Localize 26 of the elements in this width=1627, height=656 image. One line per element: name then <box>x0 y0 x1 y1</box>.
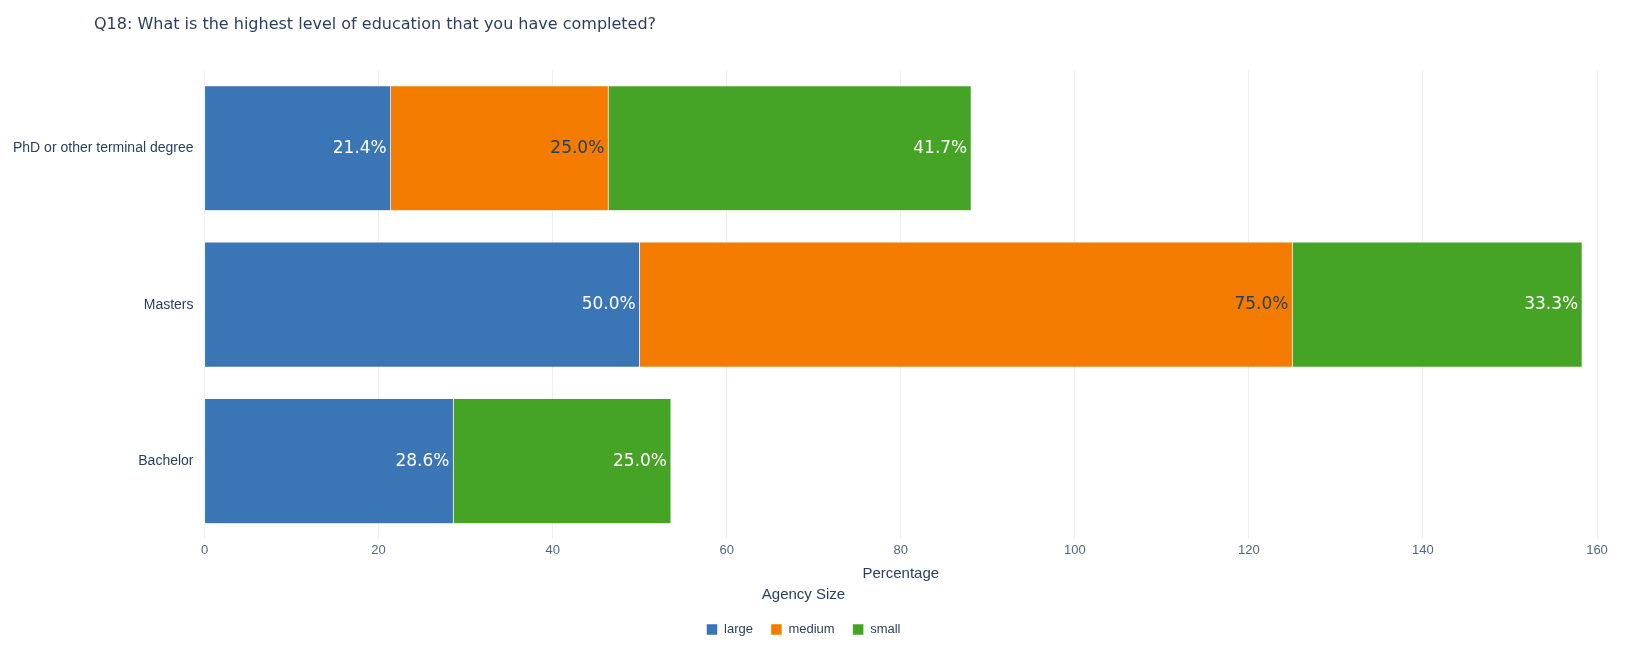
data-label: 21.4% <box>332 136 387 157</box>
x-tick-label: 160 <box>1586 541 1608 557</box>
y-tick-label: Bachelor <box>138 452 194 469</box>
x-tick-label: 60 <box>719 541 734 557</box>
x-tick-label: 100 <box>1063 541 1086 557</box>
x-axis-title: Percentage <box>862 564 940 582</box>
data-label: 25.0% <box>613 449 668 470</box>
legend-title: Agency Size <box>761 584 846 602</box>
data-label: 28.6% <box>395 449 450 470</box>
x-tick-label: 20 <box>371 541 386 557</box>
y-tick-label: Masters <box>143 295 194 312</box>
data-label: 25.0% <box>550 136 605 157</box>
x-tick-label: 120 <box>1238 541 1260 557</box>
chart-title: Q18: What is the highest level of education that you have completed? <box>94 14 657 33</box>
legend-label: large <box>724 621 753 637</box>
x-tick-label: 80 <box>893 541 908 557</box>
data-label: 41.7% <box>913 136 968 157</box>
x-tick-label: 0 <box>200 541 209 557</box>
data-label: 33.3% <box>1524 293 1579 314</box>
data-label: 75.0% <box>1234 293 1289 314</box>
legend-label: medium <box>788 621 835 637</box>
x-tick-label: 40 <box>545 541 560 557</box>
x-tick-label: 140 <box>1412 541 1434 557</box>
y-tick-label: PhD or other terminal degree <box>12 139 194 156</box>
data-label: 50.0% <box>581 293 636 314</box>
legend-label: small <box>870 621 901 637</box>
